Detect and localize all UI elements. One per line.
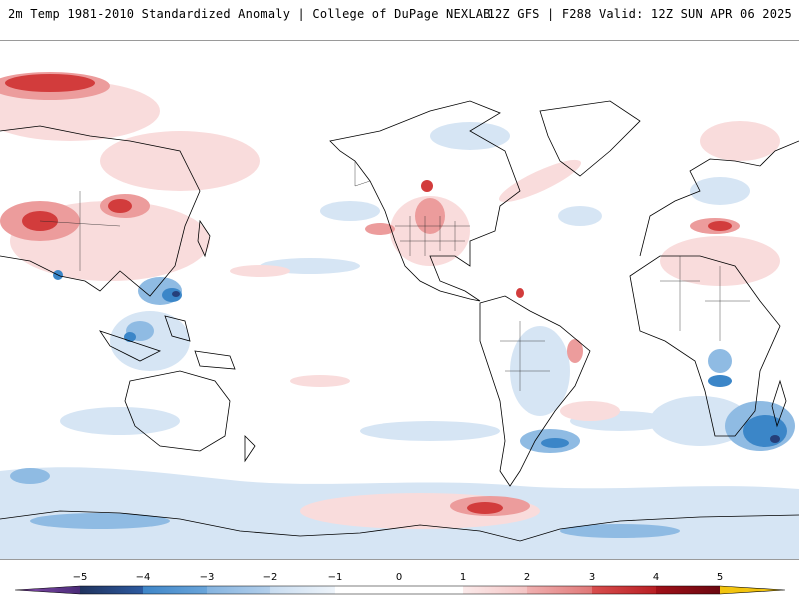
weak-warm-anomalies <box>0 81 780 529</box>
anomaly-shading <box>0 72 799 559</box>
colorbar-segment-neg4 <box>80 586 143 594</box>
tick-label: −5 <box>73 572 88 583</box>
colorbar-segment-neg5 <box>15 586 80 594</box>
colorbar-segment-neg1 <box>270 586 335 594</box>
political-borders <box>39 161 750 391</box>
colorbar-segment-neg3 <box>143 586 207 594</box>
colorbar-segment-zero-pos <box>399 586 463 594</box>
colorbar-segment-pos2 <box>527 586 592 594</box>
colorbar-segment-pos5 <box>720 586 785 594</box>
weak-cold-anomalies <box>0 122 799 559</box>
tick-label: −1 <box>328 572 343 583</box>
extreme-cold-anomalies <box>172 291 780 443</box>
tick-label: −4 <box>136 572 151 583</box>
tick-label: 5 <box>717 572 723 583</box>
coastlines <box>0 100 799 542</box>
colorbar-outline <box>14 585 786 595</box>
color-bar <box>14 585 786 595</box>
tick-label: 0 <box>396 572 402 583</box>
tick-label: 2 <box>524 572 530 583</box>
colorbar-segment-zero-neg <box>335 586 399 594</box>
tick-label: 1 <box>460 572 466 583</box>
tick-label: 3 <box>589 572 595 583</box>
legend-canvas: −5 −4 −3 −2 −1 0 1 2 3 4 5 <box>14 572 786 595</box>
colorbar-segment-pos3 <box>592 586 656 594</box>
colorbar-segment-pos4 <box>656 586 720 594</box>
color-scale-legend: −5 −4 −3 −2 −1 0 1 2 3 4 5 <box>0 568 800 600</box>
tick-label: −3 <box>200 572 215 583</box>
map-canvas <box>0 72 799 559</box>
colorbar-segment-neg2 <box>207 586 270 594</box>
model-run-info: 12Z GFS | F288 Valid: 12Z SUN APR 06 202… <box>487 7 792 21</box>
colorbar-segment-pos1 <box>463 586 527 594</box>
tick-label: −2 <box>263 572 278 583</box>
header: 2m Temp 1981-2010 Standardized Anomaly |… <box>0 0 800 40</box>
strong-warm-anomalies <box>5 74 732 514</box>
map-title: 2m Temp 1981-2010 Standardized Anomaly |… <box>8 7 491 21</box>
anomaly-map <box>0 40 799 560</box>
tick-label: 4 <box>653 572 659 583</box>
